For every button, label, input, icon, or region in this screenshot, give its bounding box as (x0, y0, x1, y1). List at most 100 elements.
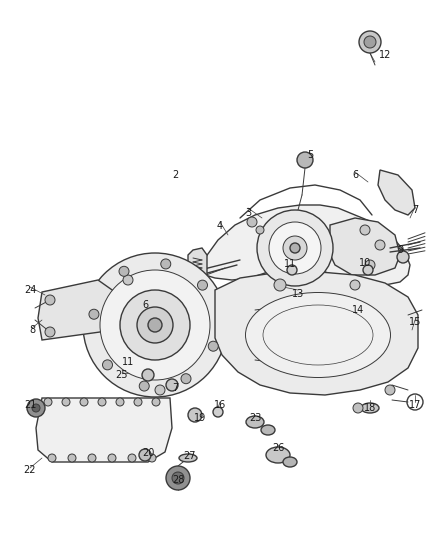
Text: 25: 25 (116, 370, 128, 380)
Circle shape (297, 152, 313, 168)
Circle shape (365, 260, 375, 270)
Polygon shape (195, 205, 410, 285)
Ellipse shape (246, 293, 391, 377)
Ellipse shape (266, 447, 290, 463)
Text: 7: 7 (412, 205, 418, 215)
Circle shape (152, 398, 160, 406)
Text: 16: 16 (214, 400, 226, 410)
Circle shape (139, 449, 151, 461)
Text: 21: 21 (24, 400, 36, 410)
Circle shape (181, 374, 191, 384)
Text: 2: 2 (172, 170, 178, 180)
Circle shape (166, 466, 190, 490)
Circle shape (360, 225, 370, 235)
Circle shape (142, 369, 154, 381)
Text: 17: 17 (409, 400, 421, 410)
Circle shape (287, 265, 297, 275)
Text: 24: 24 (24, 285, 36, 295)
Text: 8: 8 (29, 325, 35, 335)
Circle shape (290, 243, 300, 253)
Circle shape (148, 318, 162, 332)
Text: 23: 23 (249, 413, 261, 423)
Text: 28: 28 (172, 475, 184, 485)
Circle shape (269, 222, 321, 274)
Text: 13: 13 (292, 289, 304, 299)
Circle shape (274, 279, 286, 291)
Circle shape (247, 217, 257, 227)
Circle shape (62, 398, 70, 406)
Polygon shape (378, 170, 415, 215)
Circle shape (32, 404, 40, 412)
Circle shape (375, 240, 385, 250)
Circle shape (161, 259, 171, 269)
Circle shape (119, 266, 129, 276)
Text: 27: 27 (184, 451, 196, 461)
Circle shape (213, 407, 223, 417)
Circle shape (48, 454, 56, 462)
Polygon shape (328, 218, 400, 275)
Circle shape (148, 454, 156, 462)
Circle shape (283, 236, 307, 260)
Circle shape (364, 36, 376, 48)
Circle shape (27, 399, 45, 417)
Circle shape (134, 398, 142, 406)
Circle shape (385, 385, 395, 395)
Circle shape (188, 408, 202, 422)
Circle shape (397, 251, 409, 263)
Circle shape (120, 290, 190, 360)
Text: 6: 6 (142, 300, 148, 310)
Polygon shape (38, 280, 115, 340)
Circle shape (108, 454, 116, 462)
Circle shape (350, 280, 360, 290)
Circle shape (102, 360, 113, 370)
Circle shape (128, 454, 136, 462)
Circle shape (139, 381, 149, 391)
Ellipse shape (179, 454, 197, 462)
Polygon shape (36, 398, 172, 462)
Text: 22: 22 (24, 465, 36, 475)
Text: 9: 9 (397, 245, 403, 255)
Text: 4: 4 (217, 221, 223, 231)
Circle shape (137, 307, 173, 343)
Circle shape (155, 385, 165, 395)
Text: 5: 5 (307, 150, 313, 160)
Text: 7: 7 (172, 383, 178, 393)
Text: 10: 10 (359, 258, 371, 268)
Circle shape (83, 253, 227, 397)
Circle shape (123, 275, 133, 285)
Circle shape (45, 295, 55, 305)
Text: 6: 6 (352, 170, 358, 180)
Text: 18: 18 (364, 403, 376, 413)
Polygon shape (188, 248, 207, 285)
Text: 12: 12 (379, 50, 391, 60)
Circle shape (88, 454, 96, 462)
Text: 11: 11 (284, 259, 296, 269)
Circle shape (359, 31, 381, 53)
Circle shape (363, 265, 373, 275)
Text: 19: 19 (194, 413, 206, 423)
Circle shape (44, 398, 52, 406)
Circle shape (80, 398, 88, 406)
Polygon shape (215, 272, 418, 395)
Text: 11: 11 (122, 357, 134, 367)
Circle shape (208, 341, 218, 351)
Ellipse shape (361, 403, 379, 413)
Ellipse shape (283, 457, 297, 467)
Text: 26: 26 (272, 443, 284, 453)
Circle shape (256, 226, 264, 234)
Circle shape (198, 280, 208, 290)
Ellipse shape (246, 416, 264, 428)
Text: 20: 20 (142, 448, 154, 458)
Circle shape (257, 210, 333, 286)
Text: 3: 3 (245, 208, 251, 218)
Circle shape (45, 327, 55, 337)
Circle shape (166, 379, 178, 391)
Text: 15: 15 (409, 317, 421, 327)
Circle shape (89, 309, 99, 319)
Circle shape (98, 398, 106, 406)
Circle shape (100, 270, 210, 380)
Circle shape (68, 454, 76, 462)
Circle shape (172, 472, 184, 484)
Ellipse shape (261, 425, 275, 435)
Text: 14: 14 (352, 305, 364, 315)
